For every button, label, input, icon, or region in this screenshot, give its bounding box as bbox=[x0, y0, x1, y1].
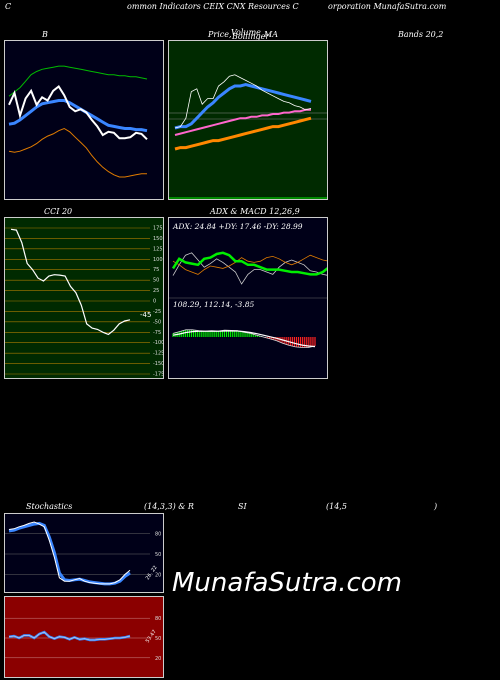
cci-panel: 175 150 125 100 75 50 25 0 -25 -50 -75 -100 -125 -150… bbox=[4, 217, 164, 379]
cci-tick-label: -50 bbox=[153, 319, 161, 325]
adx-title: ADX & MACD 12,26,9 bbox=[210, 207, 300, 216]
bollinger-mid-line bbox=[8, 99, 148, 133]
price-title-b: Volume bbox=[231, 28, 261, 37]
cci-tick-label: 175 bbox=[153, 226, 163, 232]
rsi-line-white bbox=[8, 631, 131, 641]
rsi-tick-label: 80 bbox=[155, 616, 161, 622]
rsi-tick-label: 50 bbox=[155, 636, 161, 642]
cci-tick-label: -100 bbox=[153, 340, 164, 346]
cci-tick-label: -75 bbox=[153, 330, 161, 336]
rsi-title: SI bbox=[238, 502, 247, 511]
cci-title: CCI 20 bbox=[44, 207, 73, 216]
stoch-params: (14,3,3) & R bbox=[144, 502, 194, 511]
adx-macd-panel: ADX: 24.84 +DY: 17.46 -DY: 28.99 108.29,… bbox=[168, 217, 328, 379]
price-ma-pink-line bbox=[174, 108, 311, 136]
bollinger-lower-line bbox=[8, 127, 147, 178]
cci-value-label: -45 bbox=[140, 311, 151, 319]
price-title-d: MA bbox=[264, 30, 278, 39]
cci-chart: 175 150 125 100 75 50 25 0 -25 -50 -75 -100 -125 -150… bbox=[5, 226, 164, 378]
stoch-title: Stochastics bbox=[26, 502, 73, 511]
cci-tick-label: -125 bbox=[153, 351, 164, 357]
macd-line bbox=[172, 329, 316, 348]
cci-tick-label: 50 bbox=[153, 278, 159, 284]
bollinger-chart bbox=[8, 65, 148, 178]
cci-tick-label: -150 bbox=[153, 361, 164, 367]
bollinger-price-line bbox=[8, 85, 148, 141]
bollinger-panel bbox=[4, 40, 164, 200]
price-title-c: Bollinger bbox=[232, 32, 270, 41]
stochastics-panel: 80 50 20 26, 22 bbox=[4, 513, 164, 593]
price-ma-blue-line bbox=[174, 83, 312, 130]
adx-line bbox=[171, 251, 327, 276]
cci-tick-label: 75 bbox=[153, 267, 159, 273]
header-site: orporation MunafaSutra.com bbox=[328, 2, 447, 11]
header-c: C bbox=[5, 2, 12, 11]
cci-tick-label: 25 bbox=[153, 288, 159, 294]
cci-tick-label: 0 bbox=[153, 299, 156, 305]
rsi-panel: 80 50 20 53.47 bbox=[4, 596, 164, 678]
adx-minus-di-line bbox=[172, 254, 327, 275]
cci-tick-label: 100 bbox=[153, 257, 163, 263]
price-title-a: Price, bbox=[208, 30, 232, 39]
stoch-d-line bbox=[8, 521, 131, 586]
macd-signal-line bbox=[172, 330, 316, 348]
watermark: MunafaSutra.com bbox=[172, 568, 403, 598]
rsi-line-blue bbox=[8, 630, 131, 642]
bollinger-title: B bbox=[42, 30, 48, 39]
adx-readout: ADX: 24.84 +DY: 17.46 -DY: 28.99 bbox=[172, 222, 303, 231]
cci-tick-label: 125 bbox=[153, 246, 163, 252]
cci-line bbox=[10, 228, 131, 336]
cci-tick-label: -25 bbox=[153, 309, 161, 315]
cci-tick-label: -175 bbox=[153, 372, 164, 378]
stoch-tick-label: 50 bbox=[155, 552, 161, 558]
bollinger-upper-line bbox=[8, 65, 148, 97]
macd-readout: 108.29, 112.14, -3.85 bbox=[173, 300, 254, 309]
adx-plus-di-line bbox=[172, 252, 327, 285]
rsi-close: ) bbox=[434, 502, 438, 511]
price-ma-orange-line bbox=[174, 116, 312, 151]
adx-macd-chart: ADX: 24.84 +DY: 17.46 -DY: 28.99 108.29,… bbox=[169, 222, 327, 348]
rsi-params: (14,5 bbox=[326, 502, 347, 511]
price-close-line bbox=[174, 74, 312, 129]
bands-title: Bands 20,2 bbox=[398, 30, 444, 39]
price-chart bbox=[169, 74, 327, 199]
rsi-tick-label: 20 bbox=[155, 656, 161, 662]
stoch-tick-label: 20 bbox=[155, 572, 161, 578]
cci-tick-label: 150 bbox=[153, 236, 163, 242]
stoch-tick-label: 80 bbox=[155, 532, 161, 538]
price-panel bbox=[168, 40, 328, 200]
stoch-k-line bbox=[8, 521, 131, 585]
header-title: ommon Indicators CEIX CNX Resources C bbox=[127, 2, 299, 11]
